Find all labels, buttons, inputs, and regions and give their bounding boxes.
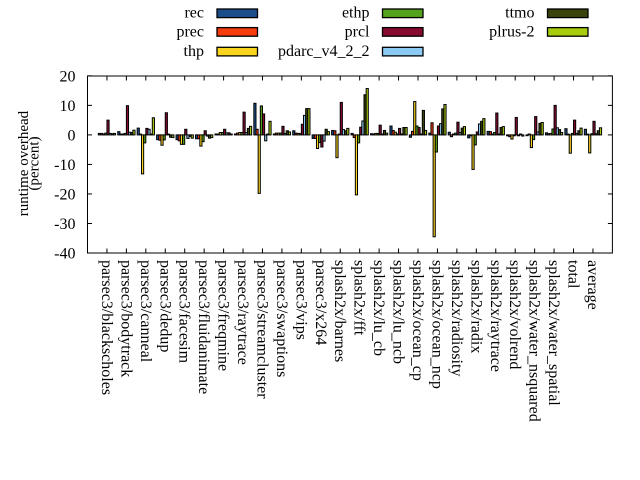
svg-text:average: average	[584, 260, 601, 310]
svg-text:splash2x/volrend: splash2x/volrend	[506, 260, 523, 369]
svg-text:ttmo: ttmo	[505, 5, 534, 22]
svg-text:prec: prec	[176, 23, 204, 40]
svg-text:splash2x/radix: splash2x/radix	[467, 260, 484, 353]
svg-text:parsec3/swaptions: parsec3/swaptions	[273, 260, 290, 377]
svg-text:splash2x/lu_ncb: splash2x/lu_ncb	[390, 260, 407, 364]
svg-text:(percent): (percent)	[27, 136, 43, 190]
svg-text:rec: rec	[184, 5, 204, 22]
svg-text:splash2x/water_nsquared: splash2x/water_nsquared	[526, 260, 543, 422]
svg-text:prcl: prcl	[345, 23, 370, 40]
svg-text:10: 10	[60, 98, 76, 115]
svg-text:splash2x/raytrace: splash2x/raytrace	[487, 260, 504, 372]
svg-text:parsec3/x264: parsec3/x264	[312, 260, 329, 345]
svg-text:-40: -40	[54, 245, 75, 262]
svg-text:-10: -10	[54, 157, 75, 174]
svg-text:splash2x/ocean_ncp: splash2x/ocean_ncp	[428, 260, 445, 389]
svg-text:parsec3/blackscholes: parsec3/blackscholes	[98, 260, 115, 395]
svg-text:20: 20	[60, 68, 76, 85]
svg-text:thp: thp	[184, 43, 204, 60]
svg-text:ethp: ethp	[342, 5, 370, 22]
svg-text:0: 0	[68, 127, 76, 144]
svg-text:-30: -30	[54, 216, 75, 233]
svg-text:parsec3/canneal: parsec3/canneal	[137, 260, 154, 363]
svg-text:splash2x/ocean_cp: splash2x/ocean_cp	[409, 260, 426, 381]
svg-text:splash2x/lu_cb: splash2x/lu_cb	[370, 260, 387, 356]
svg-text:runtime overhead: runtime overhead	[16, 110, 32, 216]
svg-text:parsec3/bodytrack: parsec3/bodytrack	[117, 260, 134, 377]
svg-text:total: total	[565, 260, 582, 289]
svg-text:parsec3/vips: parsec3/vips	[292, 260, 309, 340]
svg-text:parsec3/streamcluster: parsec3/streamcluster	[253, 260, 270, 399]
svg-text:parsec3/raytrace: parsec3/raytrace	[234, 260, 251, 365]
svg-text:splash2x/barnes: splash2x/barnes	[331, 260, 348, 362]
svg-text:parsec3/fluidanimate: parsec3/fluidanimate	[195, 260, 212, 394]
svg-text:parsec3/facesim: parsec3/facesim	[176, 260, 193, 364]
svg-text:splash2x/water_spatial: splash2x/water_spatial	[545, 260, 562, 406]
svg-text:splash2x/fft: splash2x/fft	[351, 260, 368, 336]
svg-text:-20: -20	[54, 186, 75, 203]
svg-text:plrus-2: plrus-2	[489, 23, 534, 40]
svg-text:parsec3/dedup: parsec3/dedup	[156, 260, 173, 352]
svg-text:pdarc_v4_2_2: pdarc_v4_2_2	[278, 43, 370, 60]
svg-text:splash2x/radiosity: splash2x/radiosity	[448, 260, 465, 376]
svg-text:parsec3/freqmine: parsec3/freqmine	[215, 260, 232, 371]
